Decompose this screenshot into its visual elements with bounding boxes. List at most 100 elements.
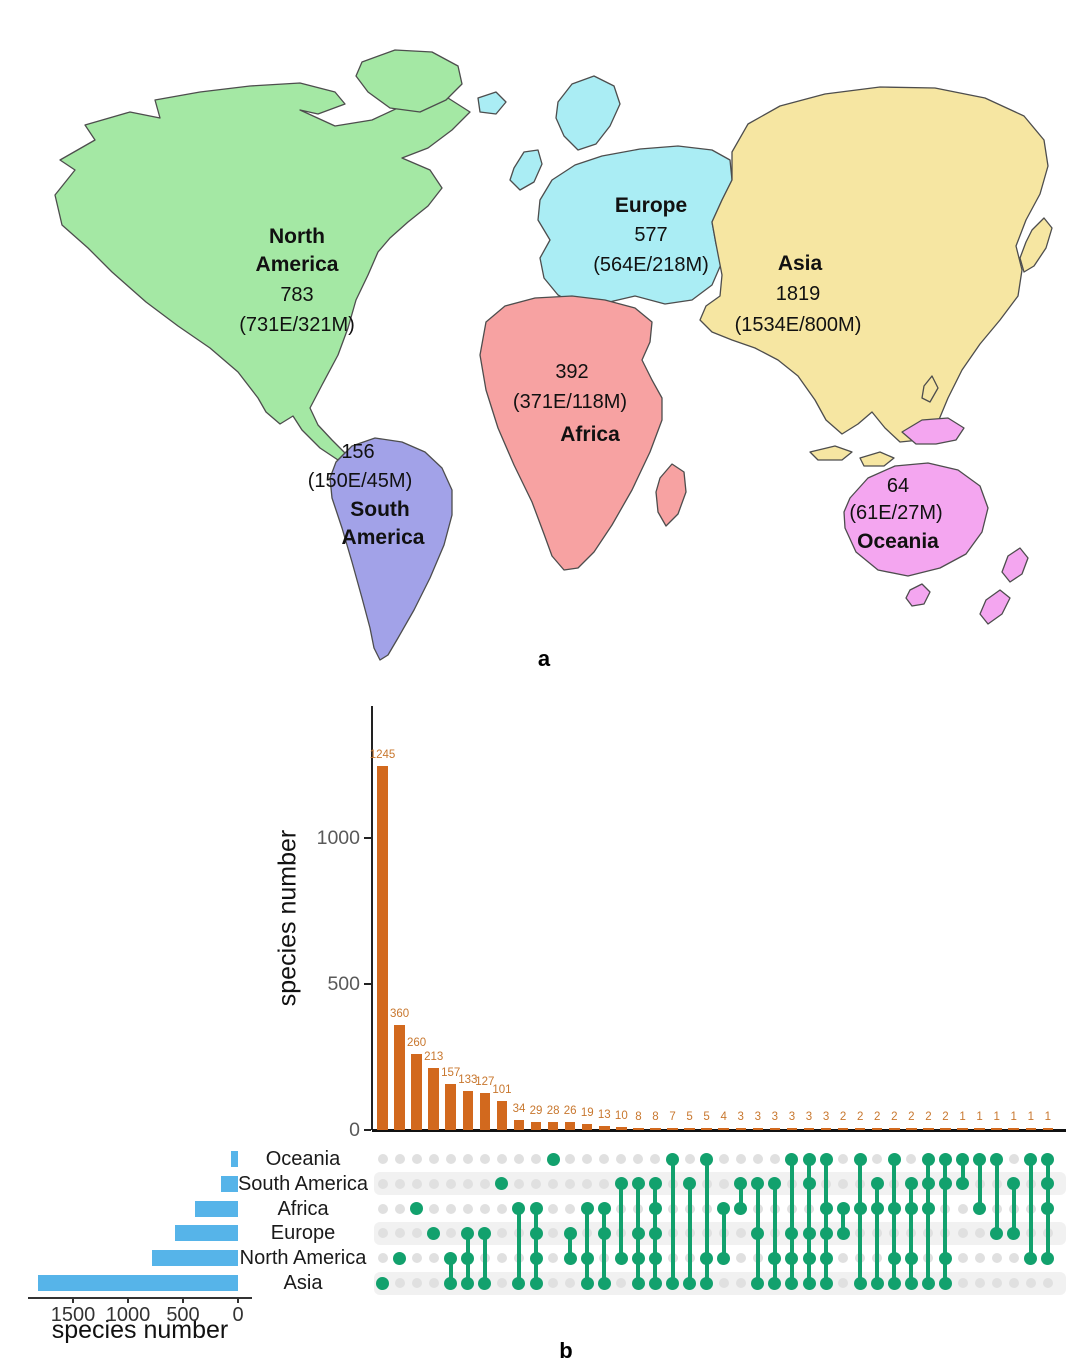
matrix-dot-active bbox=[1007, 1177, 1021, 1191]
matrix-dot-inactive bbox=[599, 1178, 610, 1189]
matrix-dot-inactive bbox=[479, 1203, 490, 1214]
intersection-bar bbox=[991, 1128, 1002, 1130]
matrix-dot-inactive bbox=[496, 1228, 507, 1239]
matrix-dot-inactive bbox=[548, 1203, 559, 1214]
matrix-dot-active bbox=[700, 1152, 714, 1166]
matrix-dot-active bbox=[802, 1276, 816, 1290]
matrix-dot-inactive bbox=[445, 1154, 456, 1164]
matrix-dot-active bbox=[631, 1276, 645, 1290]
matrix-dot-inactive bbox=[462, 1203, 473, 1214]
matrix-dot-active bbox=[648, 1251, 662, 1265]
matrix-dot-active bbox=[956, 1152, 970, 1166]
japan bbox=[1019, 217, 1053, 273]
matrix-dot-active bbox=[614, 1177, 628, 1191]
set-size-bar bbox=[174, 1225, 238, 1242]
matrix-dot-inactive bbox=[428, 1278, 439, 1288]
matrix-connector-line bbox=[721, 1208, 726, 1259]
intersection-bar bbox=[1008, 1128, 1019, 1130]
intersection-bar-value: 5 bbox=[703, 1111, 710, 1123]
oceania-detail: (61E/27M) bbox=[849, 502, 942, 524]
matrix-dot-inactive bbox=[872, 1154, 883, 1164]
matrix-dot-active bbox=[870, 1202, 884, 1216]
matrix-connector-line bbox=[926, 1159, 931, 1283]
matrix-row-label: Oceania bbox=[265, 1148, 341, 1170]
intersection-bar-value: 1 bbox=[976, 1111, 983, 1123]
top-chart-tick-label: 500 bbox=[327, 973, 360, 995]
top-chart-y-axis-line bbox=[371, 706, 373, 1130]
intersection-bar-value: 213 bbox=[424, 1050, 444, 1063]
matrix-dot-inactive bbox=[411, 1278, 422, 1288]
new-zealand-south bbox=[979, 589, 1011, 625]
matrix-dot-active bbox=[495, 1177, 509, 1191]
matrix-dot-active bbox=[785, 1152, 799, 1166]
intersection-bar-value: 29 bbox=[529, 1104, 543, 1117]
asia-detail: (1534E/800M) bbox=[735, 314, 862, 336]
matrix-dot-active bbox=[1041, 1202, 1055, 1216]
matrix-dot-active bbox=[614, 1251, 628, 1265]
matrix-dot-inactive bbox=[462, 1154, 473, 1164]
intersection-bar bbox=[1025, 1128, 1037, 1130]
set-size-axis-title: species number bbox=[51, 1316, 229, 1344]
intersection-bar-value: 5 bbox=[686, 1111, 693, 1123]
matrix-dot-inactive bbox=[428, 1178, 439, 1189]
matrix-dot-inactive bbox=[377, 1228, 388, 1239]
matrix-dot-active bbox=[768, 1251, 782, 1265]
matrix-dot-active bbox=[938, 1152, 952, 1166]
matrix-dot-active bbox=[973, 1152, 987, 1166]
matrix-dot-active bbox=[597, 1276, 611, 1290]
matrix-dot-inactive bbox=[462, 1178, 473, 1189]
intersection-bar-value: 3 bbox=[788, 1111, 796, 1123]
intersection-bar bbox=[957, 1128, 968, 1130]
asia-total: 1819 bbox=[776, 283, 821, 305]
matrix-connector-line bbox=[841, 1208, 846, 1234]
top-chart-tick-label: 0 bbox=[349, 1119, 360, 1141]
matrix-connector-line bbox=[568, 1233, 573, 1259]
matrix-dot-inactive bbox=[548, 1253, 559, 1264]
europe-name: Europe bbox=[615, 194, 687, 217]
matrix-dot-active bbox=[529, 1202, 543, 1216]
intersection-bar bbox=[769, 1128, 781, 1130]
matrix-dot-active bbox=[563, 1226, 577, 1240]
matrix-dot-inactive bbox=[565, 1278, 576, 1288]
matrix-connector-line bbox=[448, 1258, 453, 1283]
matrix-dot-active bbox=[751, 1177, 765, 1191]
intersection-bar-value: 2 bbox=[839, 1111, 847, 1123]
intersection-bar bbox=[564, 1122, 576, 1130]
matrix-dot-inactive bbox=[650, 1154, 661, 1164]
matrix-dot-active bbox=[751, 1276, 765, 1290]
matrix-dot-inactive bbox=[718, 1178, 729, 1189]
intersection-bar-value: 8 bbox=[635, 1110, 642, 1123]
matrix-dot-inactive bbox=[974, 1228, 985, 1239]
south-america-name-line1: South bbox=[350, 498, 409, 521]
matrix-connector-line bbox=[619, 1183, 624, 1259]
matrix-dot-active bbox=[785, 1251, 799, 1265]
intersection-bar bbox=[820, 1128, 832, 1130]
matrix-dot-active bbox=[768, 1276, 782, 1290]
matrix-connector-line bbox=[807, 1159, 811, 1283]
matrix-dot-inactive bbox=[974, 1253, 985, 1264]
indonesia-east bbox=[859, 451, 895, 467]
matrix-dot-active bbox=[717, 1202, 731, 1216]
matrix-dot-active bbox=[597, 1226, 611, 1240]
intersection-bar-value: 1 bbox=[1010, 1111, 1017, 1123]
matrix-dot-inactive bbox=[599, 1154, 610, 1164]
matrix-dot-inactive bbox=[582, 1178, 593, 1189]
matrix-connector-line bbox=[687, 1183, 692, 1283]
matrix-connector-line bbox=[516, 1208, 521, 1283]
matrix-dot-active bbox=[631, 1177, 645, 1191]
intersection-bar bbox=[667, 1127, 678, 1130]
matrix-dot-inactive bbox=[411, 1253, 422, 1264]
matrix-dot-inactive bbox=[582, 1154, 593, 1164]
greenland bbox=[355, 49, 463, 113]
matrix-dot-inactive bbox=[735, 1228, 746, 1239]
north-america-detail: (731E/321M) bbox=[239, 314, 355, 336]
matrix-dot-active bbox=[597, 1202, 611, 1216]
intersection-bar-value: 3 bbox=[771, 1111, 779, 1123]
matrix-dot-inactive bbox=[565, 1178, 576, 1189]
matrix-connector-line bbox=[977, 1159, 982, 1209]
matrix-dot-active bbox=[648, 1202, 662, 1216]
matrix-dot-active bbox=[938, 1251, 952, 1265]
continent-africa bbox=[479, 295, 687, 571]
indonesia-west bbox=[809, 445, 853, 461]
